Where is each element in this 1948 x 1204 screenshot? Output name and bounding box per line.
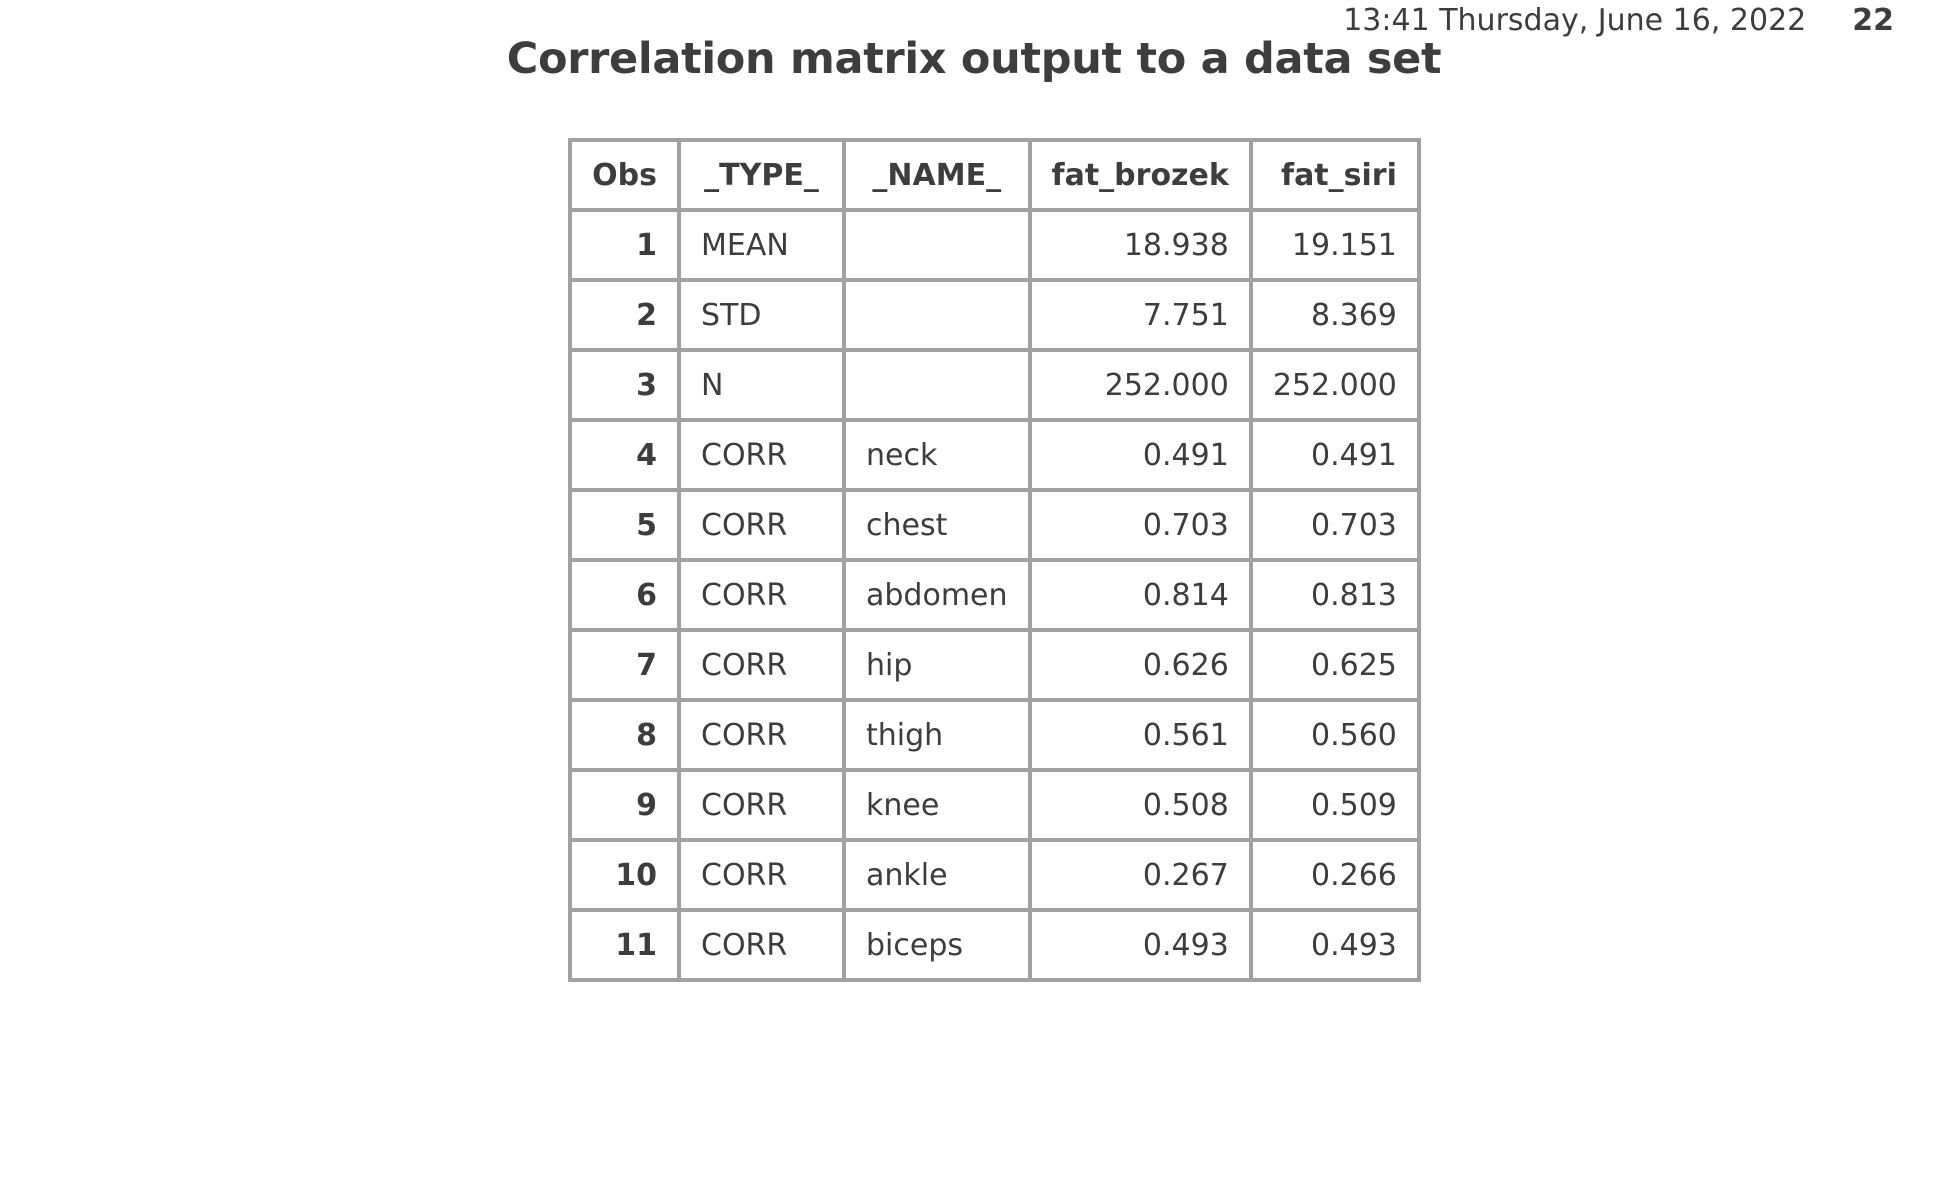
cell-type: CORR [677,908,846,982]
cell-type: CORR [677,698,846,772]
page-title: Correlation matrix output to a data set [506,34,1442,84]
cell-name: abdomen [842,558,1032,632]
cell-name [842,278,1032,352]
cell-obs: 2 [568,278,681,352]
page-datetime: 13:41 Thursday, June 16, 2022 [1343,2,1807,38]
cell-fat-siri: 0.491 [1248,418,1421,492]
cell-fat-brozek: 0.267 [1027,838,1253,912]
cell-obs: 1 [568,208,681,282]
table-row: 10 CORR ankle 0.267 0.266 [568,838,1421,912]
cell-type: MEAN [677,208,846,282]
cell-obs: 6 [568,558,681,632]
cell-fat-brozek: 0.703 [1027,488,1253,562]
cell-type: CORR [677,418,846,492]
correlation-table: Obs _TYPE_ _NAME_ fat_brozek fat_siri 1 … [568,138,1421,982]
cell-name: chest [842,488,1032,562]
table-row: 6 CORR abdomen 0.814 0.813 [568,558,1421,632]
cell-name [842,208,1032,282]
cell-name: neck [842,418,1032,492]
page-number: 22 [1852,2,1894,38]
cell-fat-siri: 19.151 [1248,208,1421,282]
cell-type: N [677,348,846,422]
table-row: 5 CORR chest 0.703 0.703 [568,488,1421,562]
cell-name: hip [842,628,1032,702]
cell-obs: 8 [568,698,681,772]
table-row: 11 CORR biceps 0.493 0.493 [568,908,1421,982]
table-header-row: Obs _TYPE_ _NAME_ fat_brozek fat_siri [568,138,1421,212]
table-row: 2 STD 7.751 8.369 [568,278,1421,352]
cell-name: ankle [842,838,1032,912]
cell-name: knee [842,768,1032,842]
column-header-name: _NAME_ [842,138,1032,212]
cell-obs: 4 [568,418,681,492]
cell-obs: 10 [568,838,681,912]
cell-type: CORR [677,628,846,702]
cell-fat-siri: 0.493 [1248,908,1421,982]
cell-obs: 3 [568,348,681,422]
cell-name: thigh [842,698,1032,772]
cell-fat-brozek: 18.938 [1027,208,1253,282]
cell-obs: 11 [568,908,681,982]
table-row: 1 MEAN 18.938 19.151 [568,208,1421,282]
cell-type: CORR [677,838,846,912]
cell-obs: 9 [568,768,681,842]
cell-type: STD [677,278,846,352]
cell-obs: 7 [568,628,681,702]
cell-type: CORR [677,558,846,632]
cell-fat-brozek: 0.493 [1027,908,1253,982]
table-row: 3 N 252.000 252.000 [568,348,1421,422]
cell-fat-siri: 0.813 [1248,558,1421,632]
column-header-type: _TYPE_ [677,138,846,212]
cell-fat-siri: 0.560 [1248,698,1421,772]
table-row: 4 CORR neck 0.491 0.491 [568,418,1421,492]
cell-fat-siri: 0.703 [1248,488,1421,562]
cell-fat-brozek: 0.491 [1027,418,1253,492]
cell-fat-siri: 252.000 [1248,348,1421,422]
cell-fat-brozek: 0.814 [1027,558,1253,632]
table-row: 7 CORR hip 0.626 0.625 [568,628,1421,702]
table-row: 8 CORR thigh 0.561 0.560 [568,698,1421,772]
cell-type: CORR [677,768,846,842]
table-row: 9 CORR knee 0.508 0.509 [568,768,1421,842]
cell-fat-siri: 0.625 [1248,628,1421,702]
cell-name [842,348,1032,422]
cell-fat-brozek: 252.000 [1027,348,1253,422]
cell-obs: 5 [568,488,681,562]
cell-name: biceps [842,908,1032,982]
cell-type: CORR [677,488,846,562]
cell-fat-brozek: 0.508 [1027,768,1253,842]
page-header: 13:41 Thursday, June 16, 2022 22 [1343,0,1894,40]
column-header-obs: Obs [568,138,681,212]
column-header-fat-siri: fat_siri [1248,138,1421,212]
cell-fat-siri: 0.509 [1248,768,1421,842]
cell-fat-brozek: 0.561 [1027,698,1253,772]
column-header-fat-brozek: fat_brozek [1027,138,1253,212]
cell-fat-brozek: 0.626 [1027,628,1253,702]
cell-fat-siri: 0.266 [1248,838,1421,912]
cell-fat-brozek: 7.751 [1027,278,1253,352]
cell-fat-siri: 8.369 [1248,278,1421,352]
